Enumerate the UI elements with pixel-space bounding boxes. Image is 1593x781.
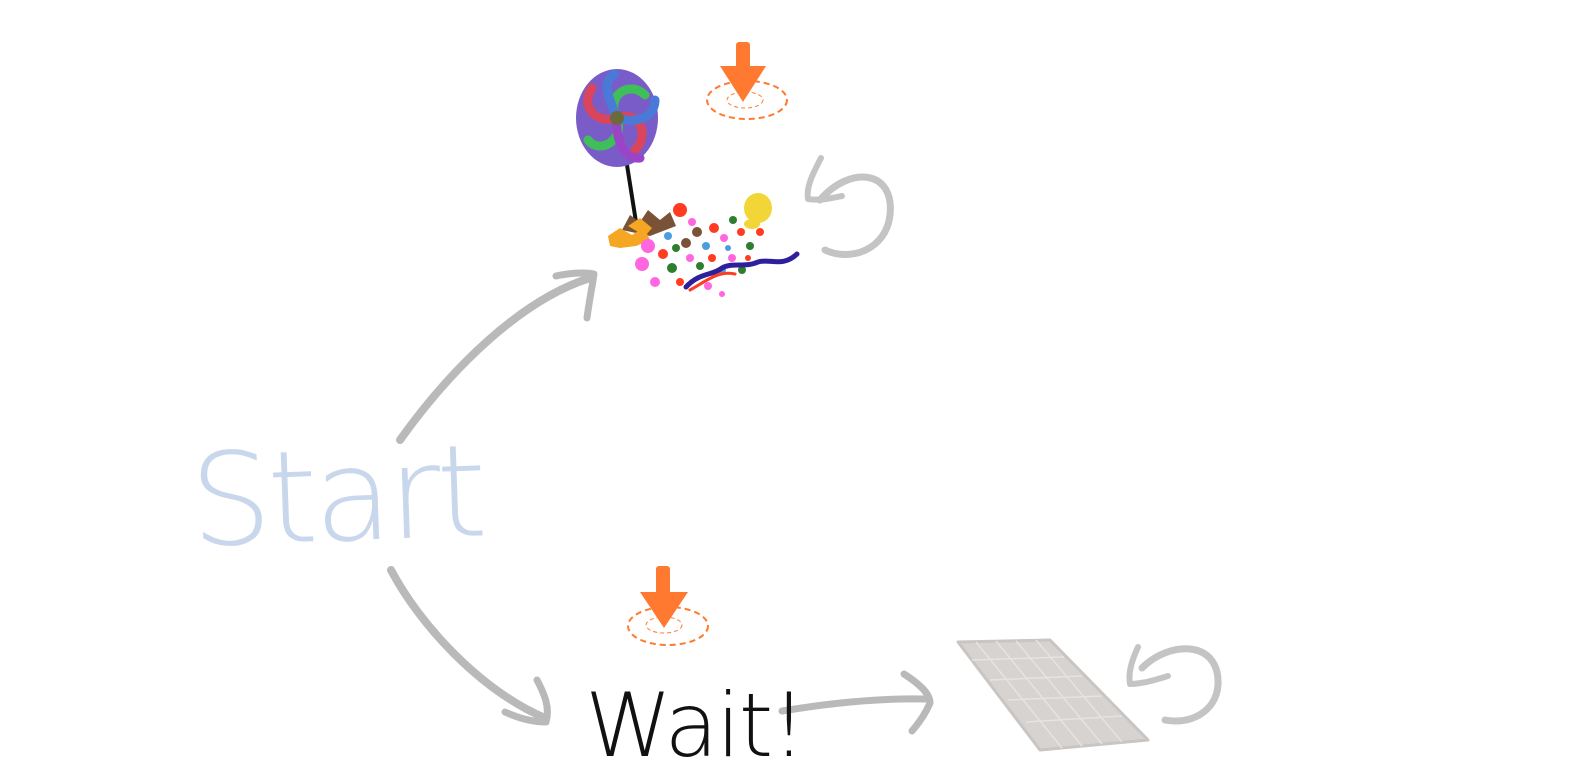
drop-here-marker-icon [706, 42, 788, 120]
arrow-wait-to-chocolate [778, 670, 934, 735]
candy-pile-icon [608, 193, 800, 297]
arrow-start-to-wait [387, 566, 551, 726]
start-label: Start [188, 417, 486, 576]
loop-arrow-icon [1126, 644, 1222, 725]
wait-label: Wait! [585, 674, 805, 777]
lollipop-icon [576, 69, 660, 224]
drop-here-marker-icon [627, 566, 709, 646]
chocolate-bar-icon [956, 638, 1150, 752]
arrow-start-to-candy [396, 269, 598, 444]
loop-arrow-icon [804, 155, 894, 258]
